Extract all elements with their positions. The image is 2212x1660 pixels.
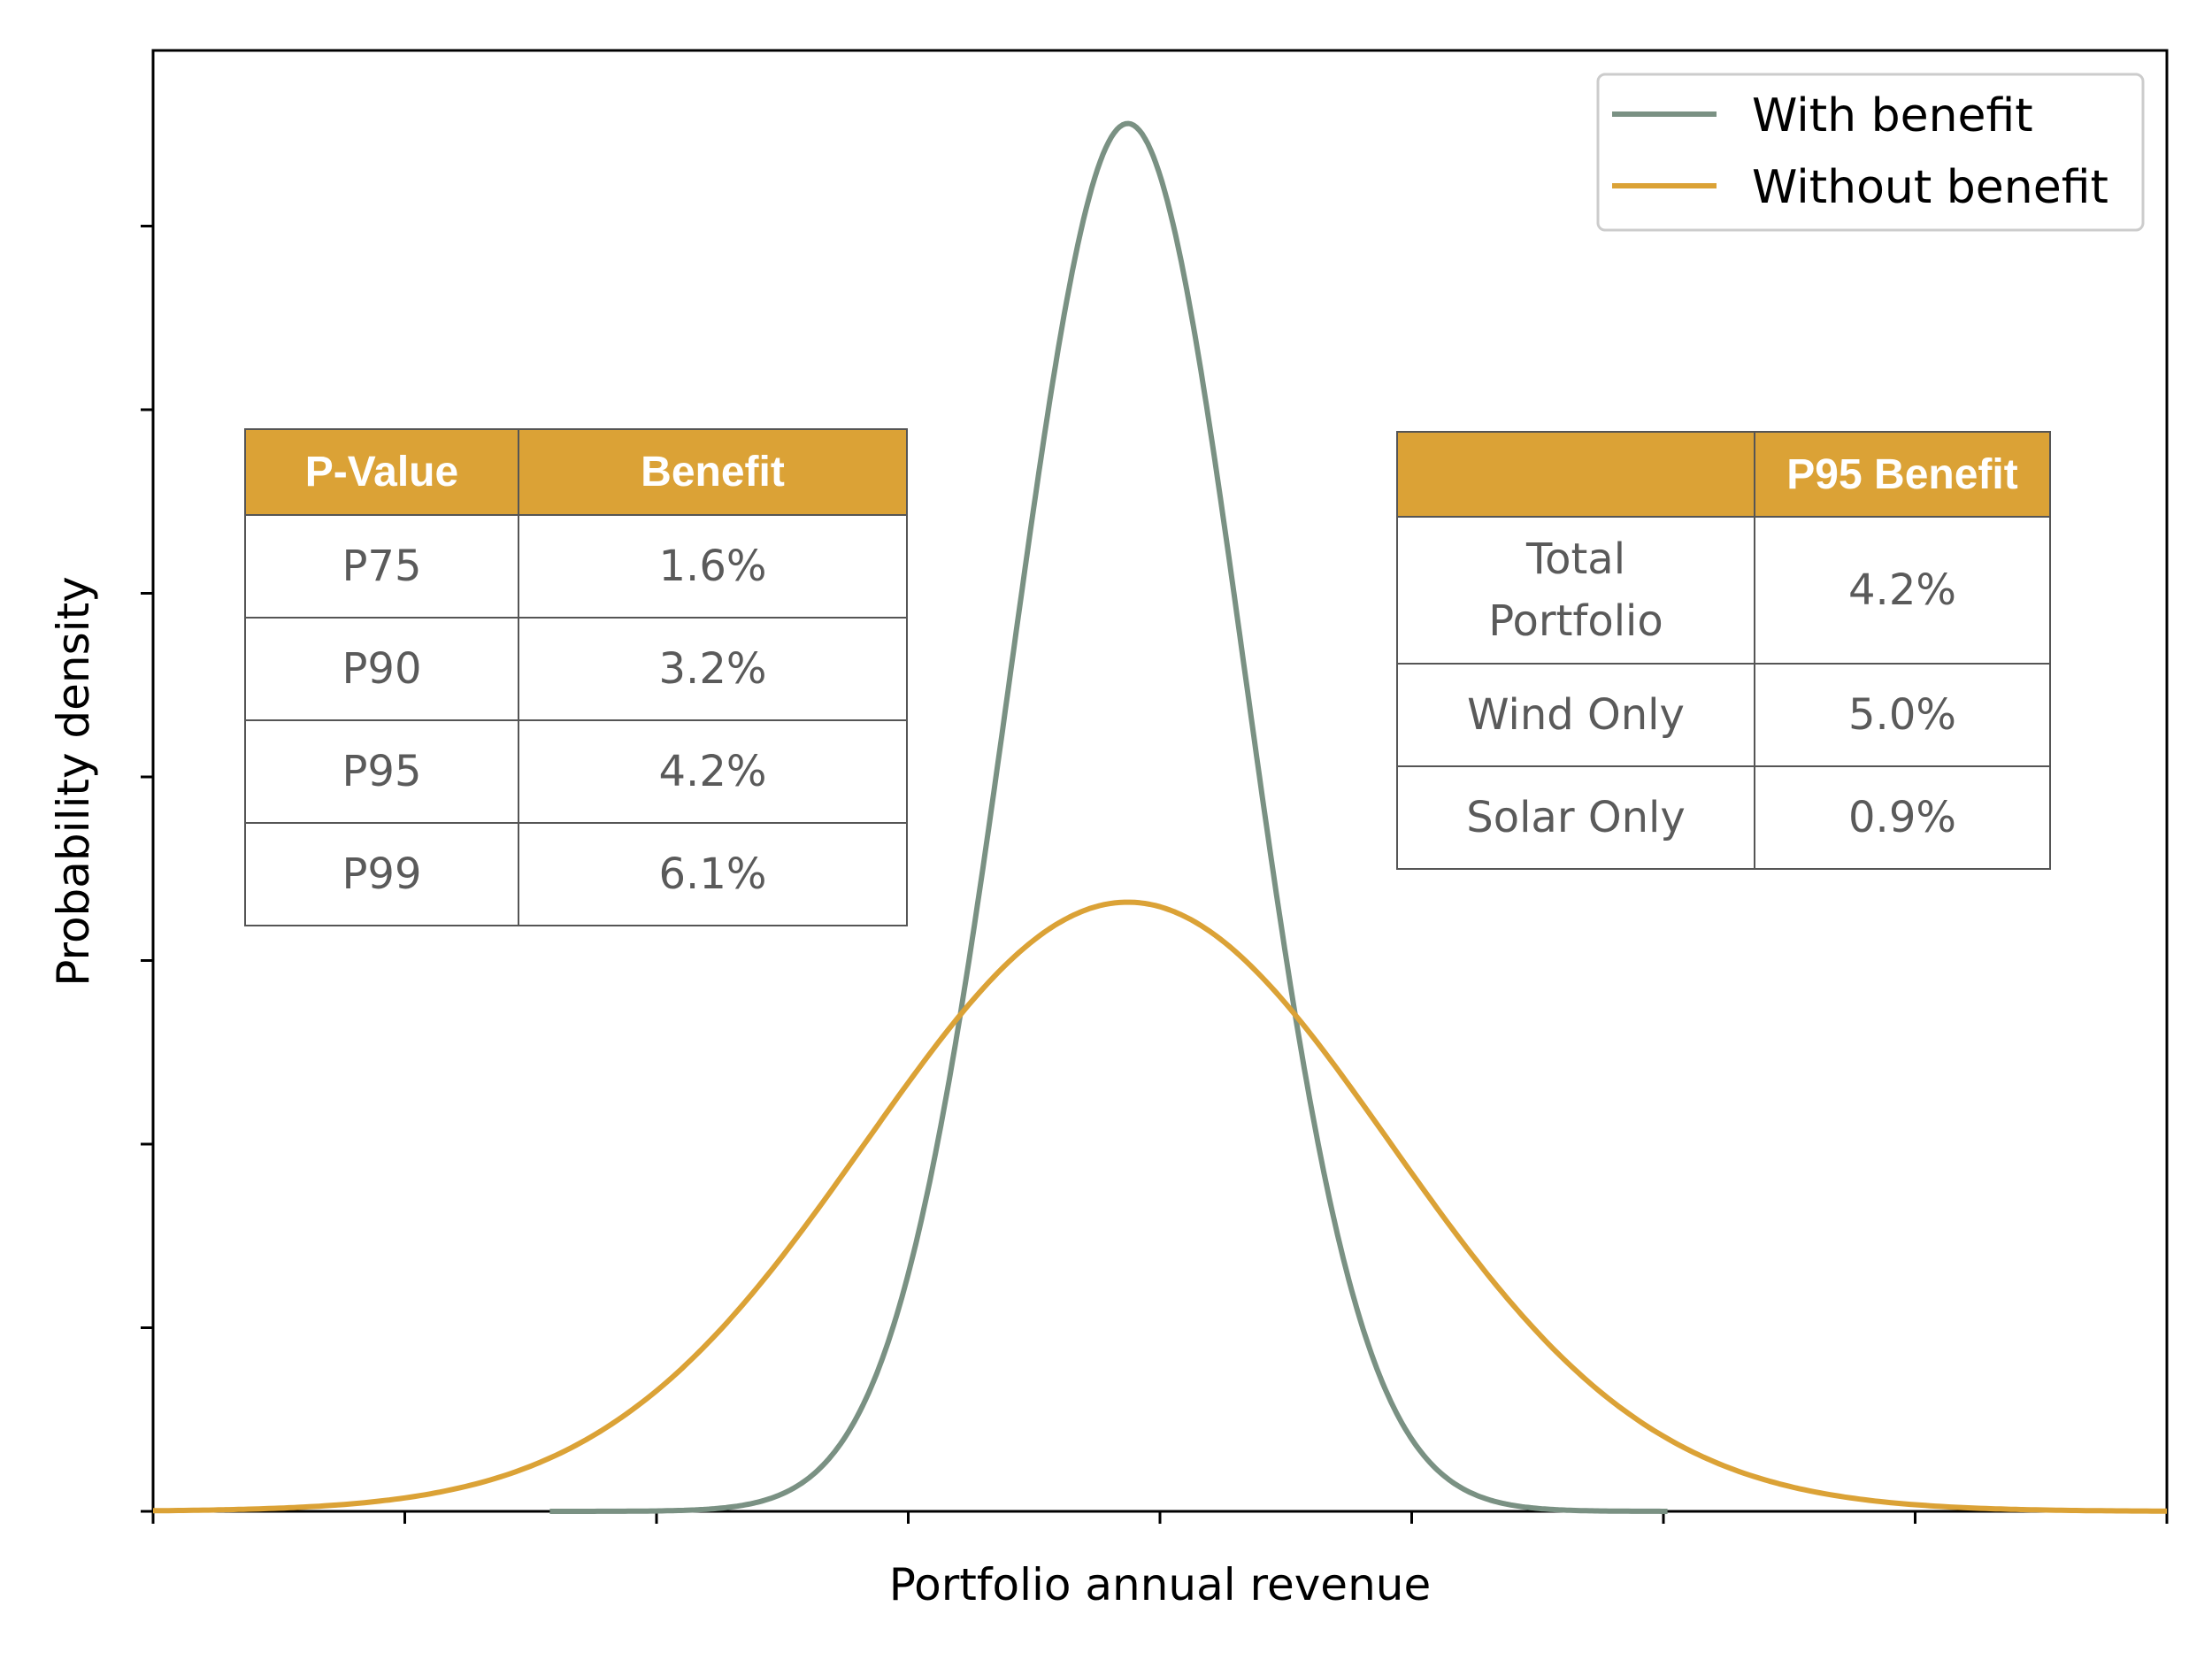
cell-p95-benefit: 0.9% [1754, 765, 2051, 870]
header-p-value: P-Value [244, 428, 519, 516]
cell-benefit: 3.2% [518, 617, 908, 721]
cell-p-value: P99 [244, 822, 519, 926]
cell-p-value: P95 [244, 719, 519, 824]
table-row: P99 6.1% [244, 822, 908, 926]
table-row: P95 4.2% [244, 719, 908, 824]
p95-benefit-table: P95 Benefit Total Portfolio 4.2% Wind On… [1396, 431, 2051, 870]
legend-box [1596, 73, 2145, 232]
cell-category: Total Portfolio [1396, 516, 1755, 665]
cell-p95-benefit: 4.2% [1754, 516, 2051, 665]
x-axis-ticks [151, 1511, 2169, 1524]
cell-benefit: 6.1% [518, 822, 908, 926]
cell-p-value: P75 [244, 514, 519, 619]
table-header-row: P95 Benefit [1396, 431, 2051, 518]
table-row: Solar Only 0.9% [1396, 765, 2051, 870]
table-row: Total Portfolio 4.2% [1396, 516, 2051, 665]
cell-p95-benefit: 5.0% [1754, 663, 2051, 767]
cell-category: Solar Only [1396, 765, 1755, 870]
cell-benefit: 4.2% [518, 719, 908, 824]
legend-label-without-benefit: Without benefit [1752, 161, 2108, 214]
header-blank [1396, 431, 1755, 518]
table-row: Wind Only 5.0% [1396, 663, 2051, 767]
x-axis-title: Portfolio annual revenue [889, 1559, 1431, 1610]
p-value-benefit-table: P-Value Benefit P75 1.6% P90 3.2% P95 4.… [244, 428, 908, 926]
series-line-with-benefit [549, 120, 1668, 1514]
cell-category: Wind Only [1396, 663, 1755, 767]
header-benefit: Benefit [518, 428, 908, 516]
table-row: P75 1.6% [244, 514, 908, 619]
y-axis-ticks [141, 225, 153, 1513]
table-header-row: P-Value Benefit [244, 428, 908, 516]
cell-benefit: 1.6% [518, 514, 908, 619]
legend: With benefit Without benefit [1596, 73, 2145, 232]
header-p95-benefit: P95 Benefit [1754, 431, 2051, 518]
table-row: P90 3.2% [244, 617, 908, 721]
cell-p-value: P90 [244, 617, 519, 721]
y-axis-title: Probability density [48, 576, 99, 987]
legend-label-with-benefit: With benefit [1752, 89, 2033, 142]
curves [153, 120, 2167, 1514]
series-line-without-benefit [153, 899, 2167, 1514]
